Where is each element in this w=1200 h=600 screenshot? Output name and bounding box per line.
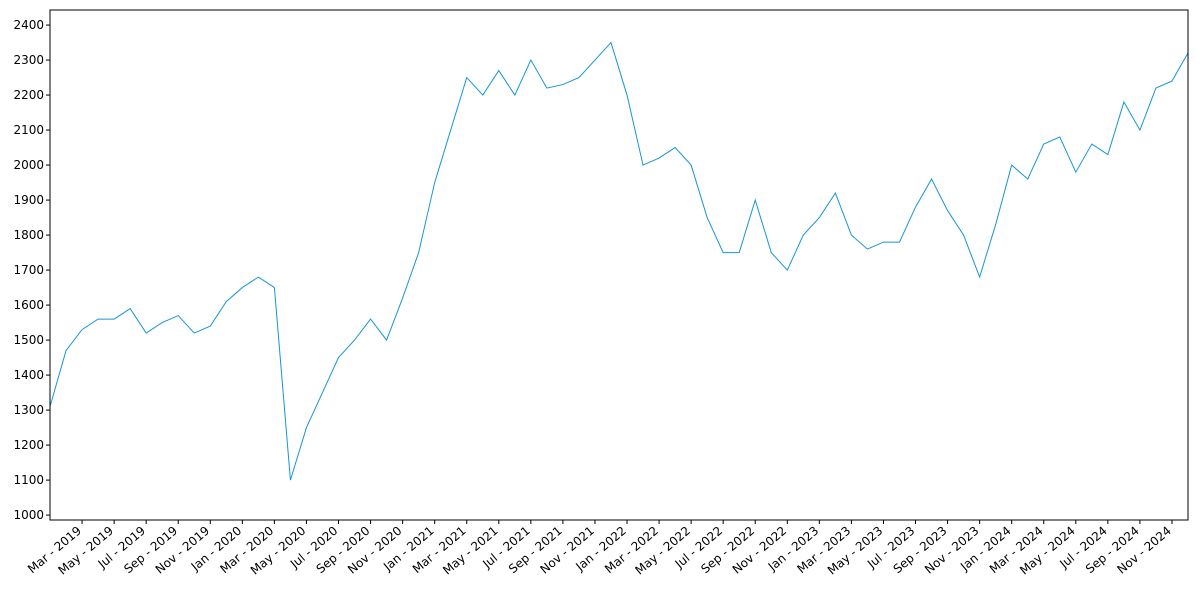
y-tick-label: 1300 [13,403,44,417]
y-tick-label: 1000 [13,508,44,522]
y-tick-label: 1100 [13,473,44,487]
y-tick-label: 1900 [13,193,44,207]
data-line [49,41,1189,481]
y-tick-label: 1800 [13,228,44,242]
y-tick-label: 1200 [13,438,44,452]
y-tick-label: 1500 [13,333,44,347]
y-tick-label: 2300 [13,53,44,67]
y-tick-label: 2100 [13,123,44,137]
y-tick-label: 1600 [13,298,44,312]
y-tick-label: 1700 [13,263,44,277]
y-tick-label: 2000 [13,158,44,172]
y-tick-label: 2400 [13,18,44,32]
y-tick-label: 1400 [13,368,44,382]
y-tick-label: 2200 [13,88,44,102]
plot-frame [49,9,1189,521]
